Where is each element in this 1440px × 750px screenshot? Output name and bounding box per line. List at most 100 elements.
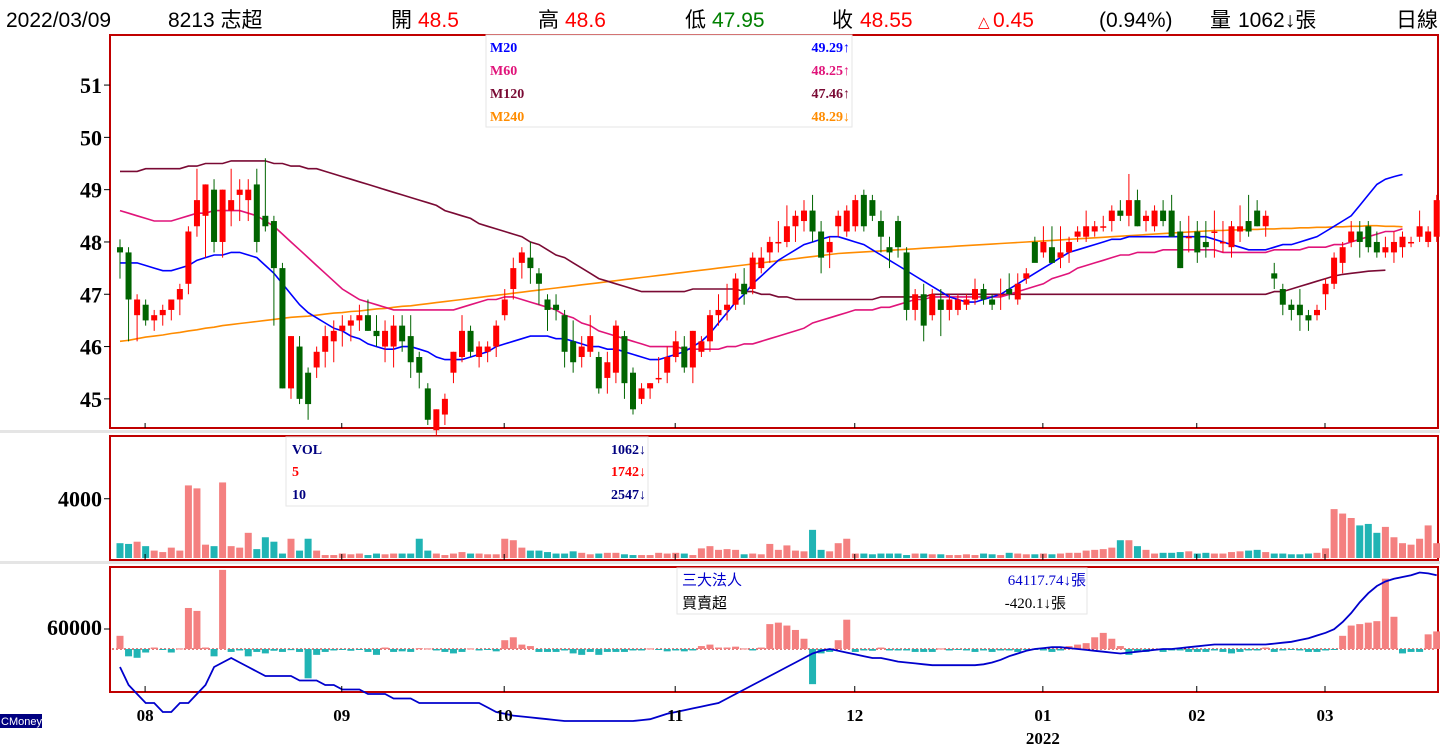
candle-body [818, 231, 825, 258]
vol-ma5-label: 5 [292, 465, 299, 480]
volume-bar [595, 553, 603, 558]
institutional-bar [706, 644, 714, 649]
change-percent: (0.94%) [1099, 9, 1173, 32]
candle-body [467, 330, 474, 352]
volume-bar [894, 553, 902, 558]
institutional-bar [843, 619, 851, 649]
volume-bar [202, 544, 209, 558]
volume-bar [441, 555, 449, 558]
candle-body [655, 377, 662, 380]
candle-body [416, 357, 423, 373]
volume-bar [911, 553, 919, 558]
candle-body [1108, 210, 1115, 222]
volume-bar [1022, 554, 1030, 558]
institutional-bar [868, 649, 876, 651]
institutional-bar [176, 648, 184, 650]
institutional-bar [980, 649, 988, 651]
volume-bar [740, 554, 748, 558]
candle-body [1390, 241, 1397, 253]
institutional-bar [1253, 649, 1261, 651]
volume-bar [988, 554, 996, 558]
volume-bar [415, 538, 423, 558]
institutional-bar [680, 649, 688, 652]
ma20-value: 49.29↑ [812, 41, 851, 56]
candle-body [1373, 241, 1380, 253]
volume-bar [851, 553, 859, 558]
institutional-bar [826, 649, 834, 652]
institutional-bar [954, 649, 962, 650]
institutional-bar [1381, 578, 1389, 649]
volume-bar [321, 555, 329, 558]
price-tick-label: 47 [80, 282, 102, 307]
volume-bar [1159, 552, 1167, 558]
candle-body [895, 221, 902, 248]
candle-body [151, 315, 158, 321]
institutional-bar [1407, 649, 1415, 652]
volume-bar [697, 548, 705, 558]
volume-panel-frame [109, 435, 1439, 561]
volume-bar [1296, 554, 1304, 558]
institutional-legend: 三大法人 64117.74↓張 買賣超 -420.1↓張 [676, 567, 1088, 615]
institutional-bar [1074, 644, 1082, 649]
volume-bar [390, 553, 398, 558]
ma20-label: M20 [490, 41, 517, 56]
institutional-bar [1091, 637, 1099, 649]
institutional-bar [561, 649, 569, 651]
open-value: 48.5 [418, 9, 459, 32]
candle-body [347, 320, 354, 326]
candle-body [1074, 231, 1081, 237]
volume-bar [1381, 526, 1389, 558]
open-label: 開 [391, 9, 412, 32]
volume-bars: 4000 [58, 482, 1440, 558]
candle-body [501, 299, 508, 316]
institutional-bar [1057, 649, 1064, 651]
institutional-bar [851, 649, 859, 652]
volume-bar [552, 553, 560, 558]
institutional-bar [723, 647, 731, 649]
volume-bar [586, 554, 594, 558]
volume-bar [304, 538, 312, 558]
volume-bar [1313, 552, 1321, 558]
candle-body [339, 325, 346, 331]
volume-bar [997, 555, 1005, 558]
candle-body [356, 315, 363, 321]
institutional-bar [261, 649, 269, 654]
volume-bar [1390, 537, 1398, 558]
volume-bar [1099, 549, 1107, 558]
candle-body [630, 372, 636, 410]
volume-bar [1245, 550, 1253, 558]
candle-body [1271, 273, 1278, 279]
volume-bar [330, 555, 338, 558]
volume-bar [501, 538, 509, 558]
volume-bar [962, 554, 970, 558]
volume-bar [980, 553, 988, 558]
volume-bar [1262, 552, 1270, 558]
quote-header: 2022/03/09 8213 志超 開 48.5 高 48.6 低 47.95… [6, 9, 1438, 32]
volume-bar [1279, 553, 1287, 558]
volume-bar [1125, 540, 1133, 558]
institutional-bar [1082, 643, 1090, 649]
volume-bar [817, 549, 825, 558]
candle-body [1160, 210, 1167, 222]
volume-bar [1065, 552, 1073, 558]
candle-body [1185, 236, 1192, 239]
institutional-bar [304, 649, 312, 679]
institutional-bar [1339, 635, 1347, 649]
institutional-bar [740, 648, 748, 650]
volume-bar [868, 554, 876, 558]
candle-body [809, 210, 816, 232]
volume-bar [877, 553, 885, 558]
volume-bar [296, 550, 304, 558]
volume-bar [398, 553, 406, 558]
volume-bar [484, 554, 492, 558]
candle-body [647, 383, 654, 389]
institutional-bar [133, 649, 141, 658]
institutional-bar [509, 637, 517, 649]
institutional-bar [1347, 625, 1355, 649]
volume-bar [227, 546, 235, 558]
candle-body [142, 304, 149, 321]
candle-body [1048, 247, 1055, 263]
institutional-bar [330, 649, 338, 651]
volume-bar [347, 554, 355, 558]
institutional-bar [620, 649, 628, 652]
